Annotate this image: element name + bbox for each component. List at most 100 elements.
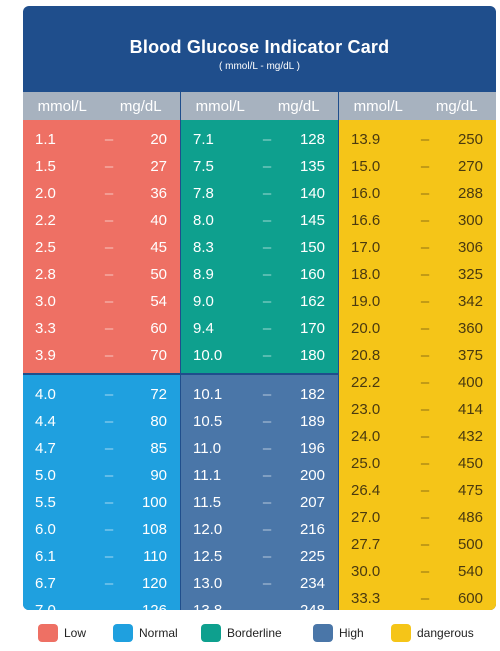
range-dash: – <box>262 239 272 256</box>
card-title: Blood Glucose Indicator Card <box>129 37 390 57</box>
range-dash: – <box>420 347 430 364</box>
mgdl-value: 600 <box>457 590 483 607</box>
range-dash: – <box>420 401 430 418</box>
borderline-range-block: 7.1–128 7.5–135 7.8–140 8.0–145 8.3–150 8.9–1… <box>181 120 338 373</box>
header-mgdl-label: mg/dL <box>277 97 320 115</box>
range-dash: – <box>104 131 114 148</box>
mgdl-value: 128 <box>299 131 325 148</box>
range-dash: – <box>262 131 272 148</box>
header-mgdl-label: mg/dL <box>119 97 162 115</box>
mgdl-value: 225 <box>299 548 325 565</box>
header-mmol-label: mmol/L <box>37 97 87 115</box>
range-dash: – <box>262 347 272 364</box>
glucose-row: 26.4 – 475 <box>339 477 496 504</box>
mgdl-value: 432 <box>457 428 483 445</box>
range-dash: – <box>420 563 430 580</box>
glucose-row: 33.3 – 600 <box>339 585 496 610</box>
range-dash: – <box>104 494 114 511</box>
range-dash: – <box>104 185 114 202</box>
range-dash: – <box>262 158 272 175</box>
mgdl-value: 85 <box>150 440 167 457</box>
mmol-value: 6.7 <box>35 575 56 592</box>
mgdl-value: 180 <box>299 347 325 364</box>
legend-label: Normal <box>139 626 178 640</box>
glucose-row: 4.4 – 80 <box>23 408 180 435</box>
mgdl-value: 300 <box>457 212 483 229</box>
header-mmol-label: mmol/L <box>353 97 403 115</box>
range-dash: – <box>104 158 114 175</box>
legend-item-low: Low <box>38 623 86 643</box>
mgdl-value: 288 <box>457 185 483 202</box>
mgdl-value: 140 <box>299 185 325 202</box>
range-dash: – <box>104 440 114 457</box>
mmol-value: 7.0 <box>23 602 95 610</box>
glucose-row: 30.0 – 540 <box>339 558 496 585</box>
mmol-value: 2.8 <box>35 266 56 283</box>
mgdl-value: 500 <box>457 536 483 553</box>
column-header-1: mmol/L mg/dL <box>23 92 180 120</box>
mmol-value: 4.7 <box>35 440 56 457</box>
mmol-value: 18.0 <box>351 266 381 283</box>
low-range-block: 1.1 – 20 1.5 – 27 2.0 – 36 2.2 – 40 2.5 – 45 2.8 – 50 3.0 –… <box>23 120 180 373</box>
mmol-value: 9.4 <box>193 320 214 337</box>
legend-label: Low <box>64 626 87 640</box>
mmol-value: 10.5 <box>193 413 223 430</box>
mgdl-value: 342 <box>457 293 483 310</box>
mmol-value: 7.8 <box>193 185 214 202</box>
mmol-value: 5.5 <box>35 494 56 511</box>
mgdl-value: 162 <box>299 293 325 310</box>
normal-range-block: 4.0–72 4.4–80 4.7–85 5.0–90 5.5–100 6.0–108 6.… <box>23 375 180 610</box>
range-dash: – <box>262 413 272 430</box>
mgdl-value: 486 <box>457 509 483 526</box>
glucose-indicator-card: Blood Glucose Indicator Card ( mmol/L - … <box>23 6 496 610</box>
mmol-value: 16.0 <box>351 185 381 202</box>
mgdl-value: 540 <box>457 563 483 580</box>
mgdl-value: 248 <box>281 602 337 610</box>
glucose-row: 7.5 – 135 <box>181 153 338 180</box>
mgdl-value: 150 <box>299 239 325 256</box>
glucose-row: 20.8 – 375 <box>339 342 496 369</box>
mmol-value: 20.8 <box>351 347 381 364</box>
range-dash: – <box>262 266 272 283</box>
glucose-row: 8.9 – 160 <box>181 261 338 288</box>
mgdl-value: 182 <box>299 386 325 403</box>
mgdl-value: 196 <box>299 440 325 457</box>
glucose-row: 10.0 – 180 <box>181 342 338 369</box>
mmol-value: 12.0 <box>193 521 223 538</box>
legend-item-normal: Normal <box>113 623 178 643</box>
range-dash: – <box>420 293 430 310</box>
mmol-value: 4.4 <box>35 413 56 430</box>
range-dash: – <box>104 548 114 565</box>
mgdl-value: 60 <box>150 320 167 337</box>
range-dash: – <box>104 467 114 484</box>
range-dash: – <box>420 455 430 472</box>
glucose-row: 13.0 – 234 <box>181 570 338 597</box>
glucose-row: 16.6 – 300 <box>339 207 496 234</box>
glucose-column-2: 7.1–128 7.5–135 7.8–140 8.0–145 8.3–150 8.9–1… <box>181 120 338 610</box>
header-mgdl-label: mg/dL <box>435 97 478 115</box>
glucose-row: 6.7 – 120 <box>23 570 180 597</box>
glucose-row: 24.0 – 432 <box>339 423 496 450</box>
glucose-row: 16.0 – 288 <box>339 180 496 207</box>
mgdl-value: 234 <box>299 575 325 592</box>
glucose-row: 11.1 – 200 <box>181 462 338 489</box>
mmol-value: 23.0 <box>351 401 381 418</box>
glucose-row: 23.0 – 414 <box>339 396 496 423</box>
mgdl-value: 100 <box>141 494 167 511</box>
legend-label: dangerous <box>417 626 474 640</box>
mgdl-value: 20 <box>150 131 167 148</box>
range-dash: – <box>262 293 272 310</box>
glucose-row: 6.1 – 110 <box>23 543 180 570</box>
mgdl-value: 145 <box>299 212 325 229</box>
glucose-row: 3.9 – 70 <box>23 342 180 369</box>
mgdl-value: 325 <box>457 266 483 283</box>
glucose-row: 10.5 – 189 <box>181 408 338 435</box>
mmol-value: 8.0 <box>193 212 214 229</box>
mgdl-value: 270 <box>457 158 483 175</box>
mmol-value: 19.0 <box>351 293 381 310</box>
mgdl-value: 375 <box>457 347 483 364</box>
mgdl-value: 216 <box>299 521 325 538</box>
mgdl-value: 120 <box>141 575 167 592</box>
mgdl-value: 72 <box>150 386 167 403</box>
mgdl-value: 54 <box>150 293 167 310</box>
